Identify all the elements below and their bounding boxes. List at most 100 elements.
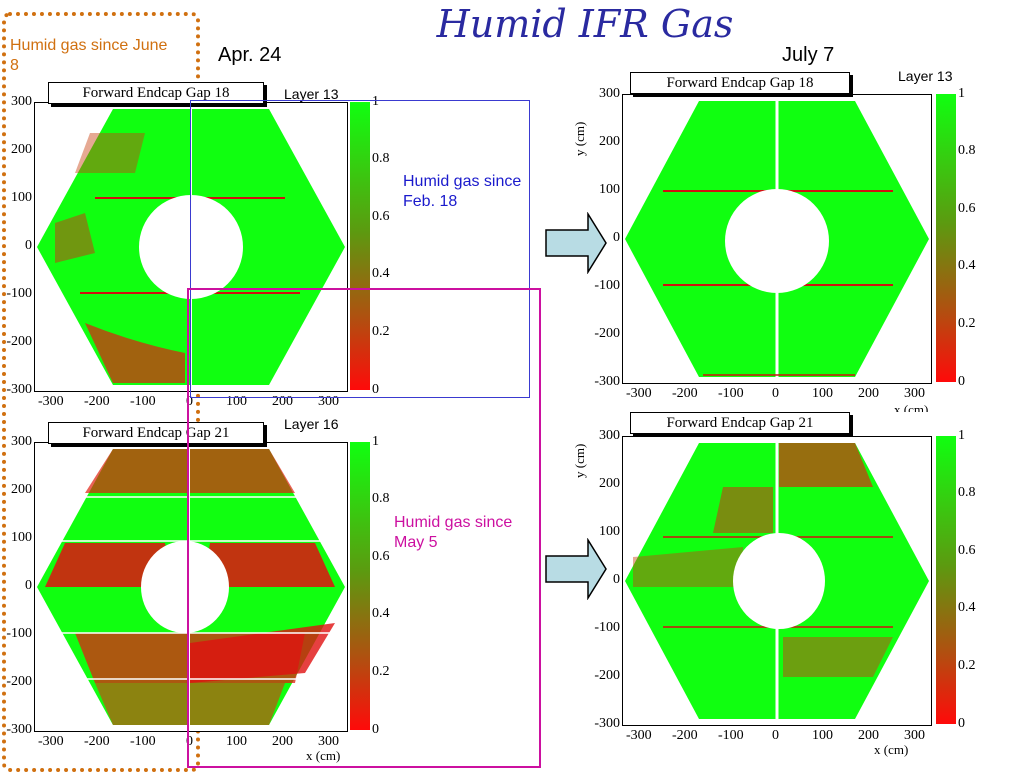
- x-tick: -300: [38, 734, 64, 749]
- hexagon-map: [37, 443, 345, 731]
- y-tick: -200: [6, 334, 32, 349]
- x-tick: 100: [226, 734, 247, 749]
- plot-bottom-right: Forward Endcap Gap 21 y (cm) 300 200 100…: [566, 412, 986, 762]
- cb-tick: 0.4: [958, 600, 976, 615]
- cb-tick: 1: [372, 94, 379, 109]
- y-tick: 0: [613, 572, 620, 587]
- x-tick: 300: [904, 386, 925, 401]
- date-left: Apr. 24: [218, 44, 282, 66]
- x-tick: 0: [772, 728, 779, 743]
- cb-tick: 1: [372, 434, 379, 449]
- plot-label: Forward Endcap Gap 21: [630, 412, 850, 434]
- x-axis-title: x (cm): [306, 748, 341, 763]
- plot-area: [622, 436, 932, 726]
- note-feb: Humid gas since Feb. 18: [403, 173, 522, 210]
- x-tick: -100: [130, 734, 156, 749]
- y-tick: 300: [11, 94, 32, 109]
- x-tick: 100: [812, 386, 833, 401]
- x-tick: -100: [718, 386, 744, 401]
- cb-tick: 1: [958, 86, 965, 101]
- y-tick: 300: [11, 434, 32, 449]
- hexagon-map: [37, 103, 345, 391]
- y-tick: 200: [599, 134, 620, 149]
- x-tick: -300: [38, 394, 64, 409]
- x-tick: -200: [84, 394, 110, 409]
- cb-tick: 0.6: [958, 543, 976, 558]
- color-scale: [350, 442, 370, 730]
- plot-top-right: Forward Endcap Gap 18 Layer 13 y (cm) 30…: [566, 68, 986, 412]
- y-tick: -100: [6, 626, 32, 641]
- x-tick: 200: [858, 386, 879, 401]
- cb-tick: 0: [958, 716, 965, 731]
- right-arrow-icon: [545, 538, 607, 600]
- plot-label: Forward Endcap Gap 18: [48, 82, 264, 104]
- x-tick: 0: [186, 734, 193, 749]
- y-tick: -300: [594, 374, 620, 389]
- plot-area: [34, 102, 348, 392]
- cb-tick: 0: [958, 374, 965, 389]
- y-tick: 100: [11, 190, 32, 205]
- cb-tick: 0.4: [958, 258, 976, 273]
- cb-tick: 0.8: [372, 491, 390, 506]
- x-tick: 200: [272, 734, 293, 749]
- y-tick: -200: [6, 674, 32, 689]
- x-tick: -300: [626, 728, 652, 743]
- y-tick: 300: [599, 428, 620, 443]
- x-tick: -100: [718, 728, 744, 743]
- y-tick: 100: [11, 530, 32, 545]
- note-june: Humid gas since June 8: [10, 37, 168, 74]
- date-right: July 7: [782, 44, 835, 66]
- hexagon-map: [625, 95, 929, 383]
- plot-label: Forward Endcap Gap 21: [48, 422, 264, 444]
- x-axis-title: x (cm): [874, 742, 909, 757]
- cb-tick: 0.2: [958, 658, 976, 673]
- x-tick: 0: [186, 394, 193, 409]
- y-tick: 200: [599, 476, 620, 491]
- y-tick: 0: [25, 238, 32, 253]
- y-tick: 200: [11, 482, 32, 497]
- y-tick: -100: [594, 278, 620, 293]
- cb-tick: 0.4: [372, 266, 390, 281]
- plot-area: [622, 94, 932, 384]
- y-tick: 0: [25, 578, 32, 593]
- x-tick: -100: [130, 394, 156, 409]
- cb-tick: 0.8: [958, 143, 976, 158]
- y-tick: 100: [599, 182, 620, 197]
- x-tick: 300: [318, 734, 339, 749]
- y-axis-title: y (cm): [572, 443, 587, 478]
- x-tick: 200: [858, 728, 879, 743]
- plot-top-left: Forward Endcap Gap 18 Layer 13 300 200 1…: [0, 80, 400, 410]
- y-tick: -200: [594, 326, 620, 341]
- y-axis-title: y (cm): [572, 121, 587, 156]
- plot-area: [34, 442, 348, 732]
- y-tick: 200: [11, 142, 32, 157]
- plot-label: Forward Endcap Gap 18: [630, 72, 850, 94]
- x-axis-title: x (cm): [894, 402, 929, 412]
- color-scale: [936, 94, 956, 382]
- cb-tick: 0.6: [372, 209, 390, 224]
- y-tick: -300: [594, 716, 620, 731]
- right-arrow-icon: [545, 212, 607, 274]
- color-scale: [936, 436, 956, 724]
- note-may: Humid gas since May 5: [394, 514, 513, 551]
- y-tick: -100: [594, 620, 620, 635]
- plot-bottom-left: Forward Endcap Gap 21 Layer 16 300 200 1…: [0, 416, 400, 765]
- y-tick: -300: [6, 722, 32, 737]
- x-ticks: -300 -200 -100 0 100 200 300: [622, 728, 930, 746]
- cb-tick: 0.4: [372, 606, 390, 621]
- layer-label: Layer 16: [284, 416, 339, 432]
- x-tick: 100: [812, 728, 833, 743]
- hexagon-map: [625, 437, 929, 725]
- cb-tick: 0.8: [958, 485, 976, 500]
- y-tick: -200: [594, 668, 620, 683]
- x-tick: 0: [772, 386, 779, 401]
- page-title: Humid IFR Gas: [436, 2, 734, 46]
- x-tick: -200: [672, 386, 698, 401]
- y-tick: 300: [599, 86, 620, 101]
- may-frame: [187, 288, 541, 768]
- cb-tick: 0.6: [958, 201, 976, 216]
- cb-tick: 0.2: [372, 664, 390, 679]
- x-tick: -300: [626, 386, 652, 401]
- cb-tick: 0: [372, 382, 379, 397]
- cb-tick: 1: [958, 428, 965, 443]
